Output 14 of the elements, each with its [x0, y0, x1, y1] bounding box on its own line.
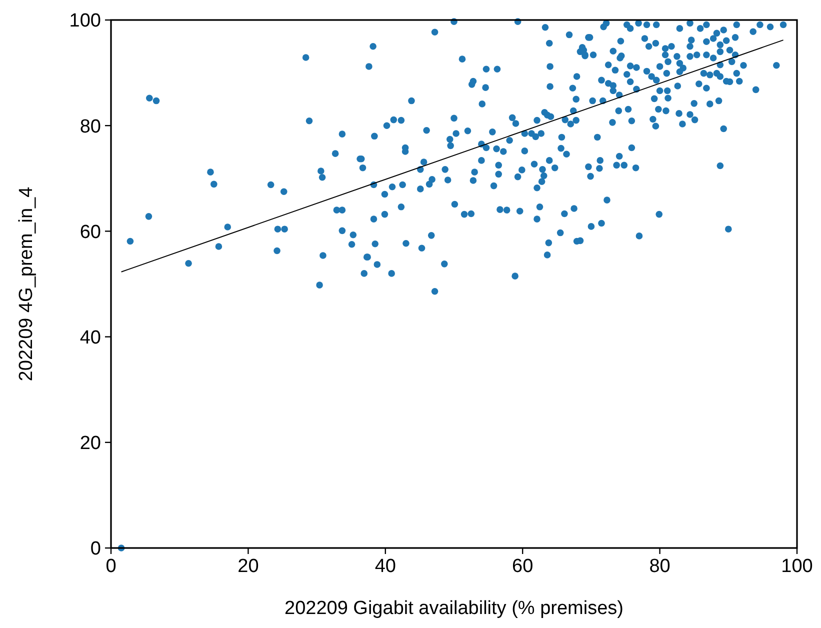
- y-tick-label: 40: [80, 327, 101, 348]
- y-tick-label: 100: [69, 10, 101, 32]
- y-axis-title: 202209 4G_prem_in_4: [16, 186, 37, 382]
- x-tick-label: 100: [781, 556, 813, 577]
- y-tick-label: 80: [80, 116, 101, 138]
- x-tick-label: 20: [238, 556, 259, 577]
- y-tick-label: 60: [80, 222, 101, 243]
- x-tick-label: 0: [106, 556, 116, 577]
- x-axis-title: 202209 Gigabit availability (% premises): [284, 598, 624, 619]
- y-tick-label: 20: [80, 433, 101, 454]
- x-tick-label: 80: [649, 556, 670, 577]
- x-tick-label: 40: [374, 556, 396, 577]
- x-tick-label: 60: [512, 556, 534, 577]
- y-tick-label: 0: [90, 538, 101, 560]
